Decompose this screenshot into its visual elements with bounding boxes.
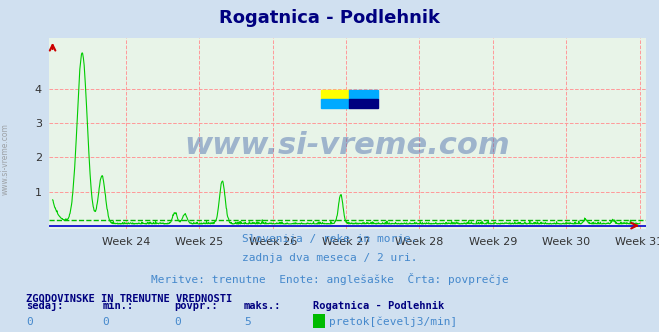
Text: min.:: min.: bbox=[102, 301, 133, 311]
Text: 0: 0 bbox=[102, 317, 109, 327]
Bar bbox=[349, 90, 378, 99]
Text: www.si-vreme.com: www.si-vreme.com bbox=[185, 130, 511, 160]
Text: zadnja dva meseca / 2 uri.: zadnja dva meseca / 2 uri. bbox=[242, 253, 417, 263]
Bar bbox=[321, 90, 349, 99]
Text: maks.:: maks.: bbox=[244, 301, 281, 311]
Text: povpr.:: povpr.: bbox=[175, 301, 218, 311]
Text: 0: 0 bbox=[26, 317, 33, 327]
Text: ZGODOVINSKE IN TRENUTNE VREDNOSTI: ZGODOVINSKE IN TRENUTNE VREDNOSTI bbox=[26, 294, 233, 304]
Bar bbox=[321, 99, 349, 109]
Text: 0: 0 bbox=[175, 317, 181, 327]
Text: Rogatnica - Podlehnik: Rogatnica - Podlehnik bbox=[219, 9, 440, 27]
Text: Slovenija / reke in morje.: Slovenija / reke in morje. bbox=[242, 234, 417, 244]
Text: 5: 5 bbox=[244, 317, 250, 327]
Text: Rogatnica - Podlehnik: Rogatnica - Podlehnik bbox=[313, 301, 444, 311]
Text: Meritve: trenutne  Enote: anglešaške  Črta: povprečje: Meritve: trenutne Enote: anglešaške Črta… bbox=[151, 273, 508, 285]
Text: sedaj:: sedaj: bbox=[26, 300, 64, 311]
Text: pretok[čevelj3/min]: pretok[čevelj3/min] bbox=[330, 316, 458, 327]
Text: www.si-vreme.com: www.si-vreme.com bbox=[1, 124, 10, 195]
Bar bbox=[349, 99, 378, 109]
